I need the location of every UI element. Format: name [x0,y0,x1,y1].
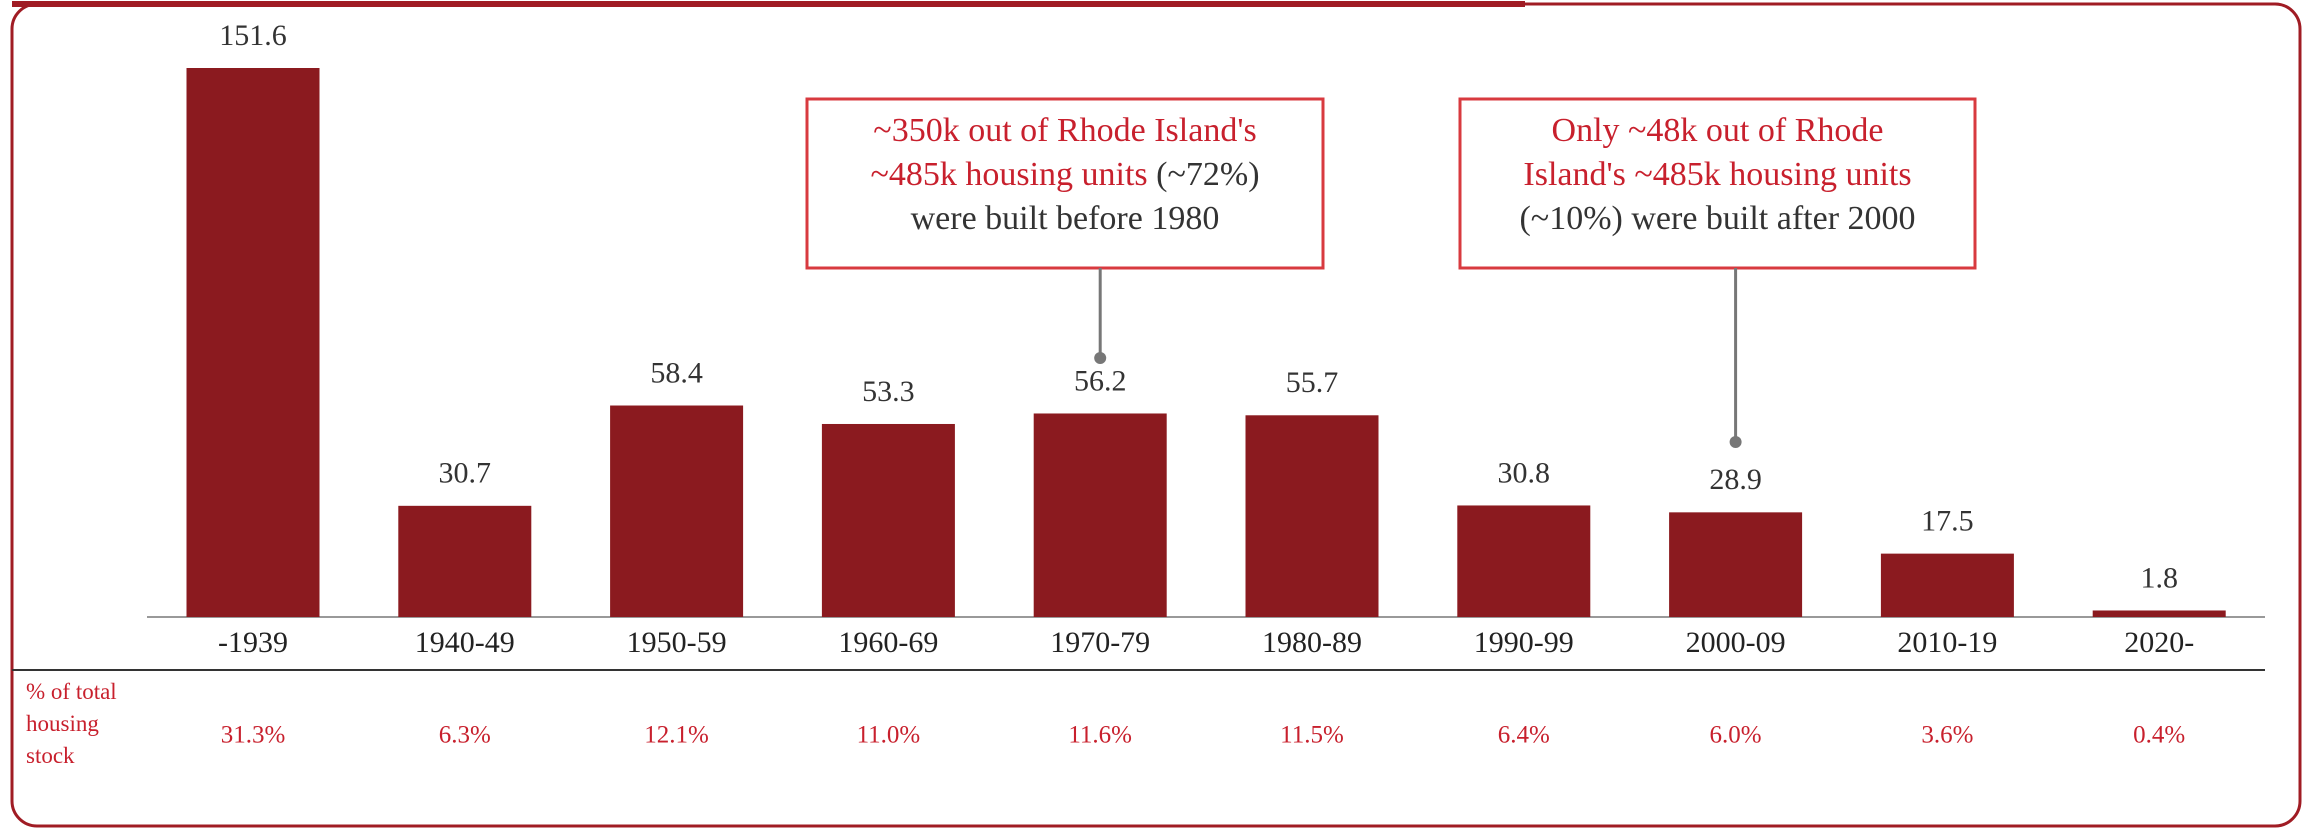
value-label: 53.3 [862,375,915,408]
bar [186,68,320,617]
annotation-dot [1094,352,1107,364]
annotation-line: Only ~48k out of Rhode [1552,112,1884,149]
share-label: 6.3% [439,722,491,749]
x-tick-label: 1940-49 [415,626,515,659]
x-tick-label: 2010-19 [1897,626,1997,659]
share-label: 12.1% [644,722,709,749]
annotation-line: (~10%) were built after 2000 [1519,200,1915,237]
value-label: 55.7 [1286,366,1339,399]
annotation-text: ~350k out of Rhode Island's [873,112,1256,149]
annotation-text: Island's ~485k housing units [1523,156,1911,193]
x-tick-label: 2000-09 [1686,626,1786,659]
value-label: 56.2 [1074,364,1127,397]
value-label: 17.5 [1921,505,1974,538]
top-accent [12,1,1525,7]
bar [1033,413,1167,617]
annotation-dot [1729,436,1742,448]
x-tick-label: 2020- [2124,626,2194,659]
row-label: % of total housing stock [26,679,117,768]
annotation-box [1458,97,1977,270]
bar [610,405,744,617]
bar [1669,512,1803,617]
value-label: 1.8 [2140,561,2178,594]
annotation-text: ~485k housing units [870,156,1147,193]
annotation-line: were built before 1980 [911,200,1220,237]
annotation-line: ~485k housing units (~72%) [870,156,1259,193]
share-label: 11.5% [1280,722,1344,749]
annotation-box [805,97,1325,270]
value-label: 28.9 [1709,463,1762,496]
bar [1245,415,1379,617]
x-tick-label: 1960-69 [838,626,938,659]
annotation-text: (~72%) [1148,156,1260,193]
share-label: 11.0% [857,722,921,749]
bar [1880,553,2014,617]
share-label: 6.4% [1498,722,1550,749]
bar [398,505,532,617]
share-label: 0.4% [2133,722,2185,749]
x-tick-label: 1980-89 [1262,626,1362,659]
value-label: 58.4 [650,356,703,389]
annotation-text: (~10%) were built after 2000 [1519,200,1915,237]
bar [1457,505,1591,617]
bar [2092,610,2226,617]
x-tick-label: 1970-79 [1050,626,1150,659]
x-tick-label: 1990-99 [1474,626,1574,659]
annotation-line: ~350k out of Rhode Island's [873,112,1256,149]
value-label: 30.8 [1498,456,1551,489]
share-label: 3.6% [1921,722,1973,749]
bar [821,423,955,617]
annotation-text: Only ~48k out of Rhode [1552,112,1884,149]
share-label: 6.0% [1710,722,1762,749]
value-label: 30.7 [439,457,492,490]
x-tick-label: 1950-59 [627,626,727,659]
value-label: 151.6 [219,19,287,52]
annotation-line: Island's ~485k housing units [1523,156,1911,193]
annotation-text: were built before 1980 [911,200,1220,237]
share-label: 11.6% [1068,722,1132,749]
x-tick-label: -1939 [218,626,288,659]
share-label: 31.3% [221,722,286,749]
